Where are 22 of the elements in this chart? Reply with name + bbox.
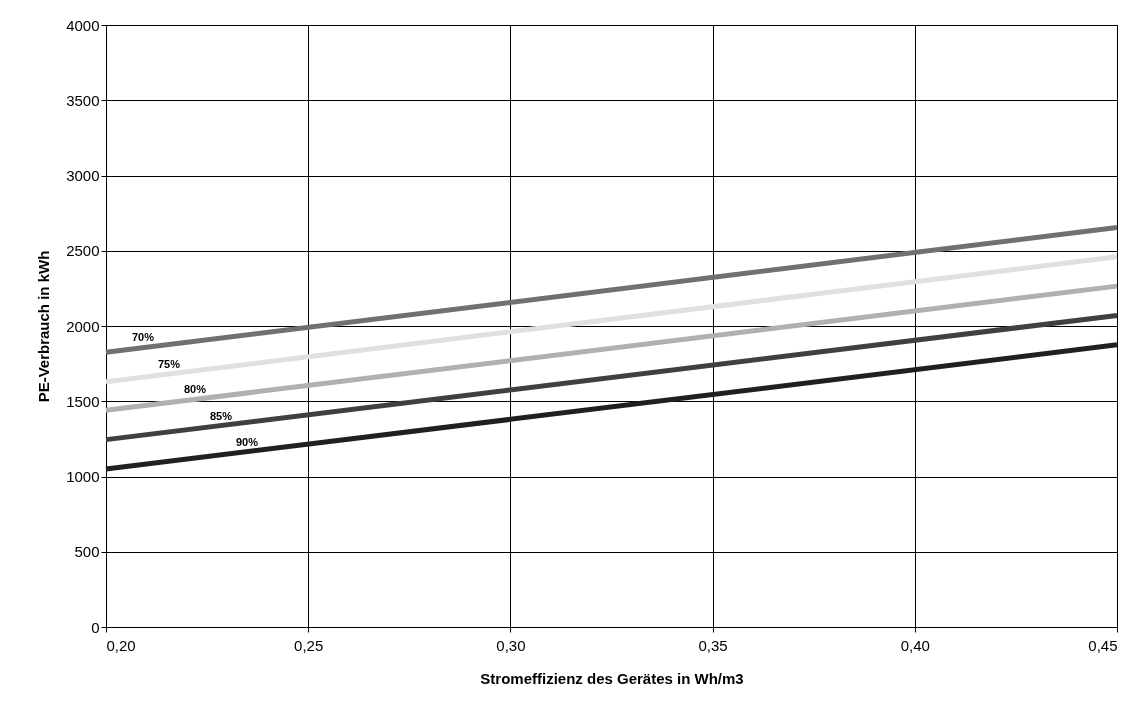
series-label: 75% [158,357,181,370]
x-axis-title: Stromeffizienz des Gerätes in Wh/m3 [480,669,744,687]
series-label: 70% [132,331,155,344]
y-tick-label: 3500 [66,91,100,109]
series-label: 90% [236,435,259,448]
series-label: 85% [210,409,233,422]
y-tick-label: 4000 [66,16,100,34]
x-tick-label: 0,20 [106,636,136,654]
y-tick-label: 500 [74,543,100,561]
series-label: 80% [184,383,207,396]
x-tick-label: 0,45 [1088,636,1118,654]
x-tick-label: 0,40 [900,636,930,654]
x-tick-label: 0,35 [698,636,728,654]
y-tick-label: 2500 [66,242,100,260]
y-axis-title: PE-Verbrauch in kWh [35,250,53,403]
y-tick-label: 0 [91,618,100,636]
y-tick-label: 1500 [66,392,100,410]
y-tick-label: 1000 [66,468,100,485]
y-tick-label: 3000 [66,167,100,184]
x-tick-label: 0,25 [294,636,324,654]
y-tick-label: 2000 [66,317,100,335]
x-tick-label: 0,30 [496,636,526,654]
